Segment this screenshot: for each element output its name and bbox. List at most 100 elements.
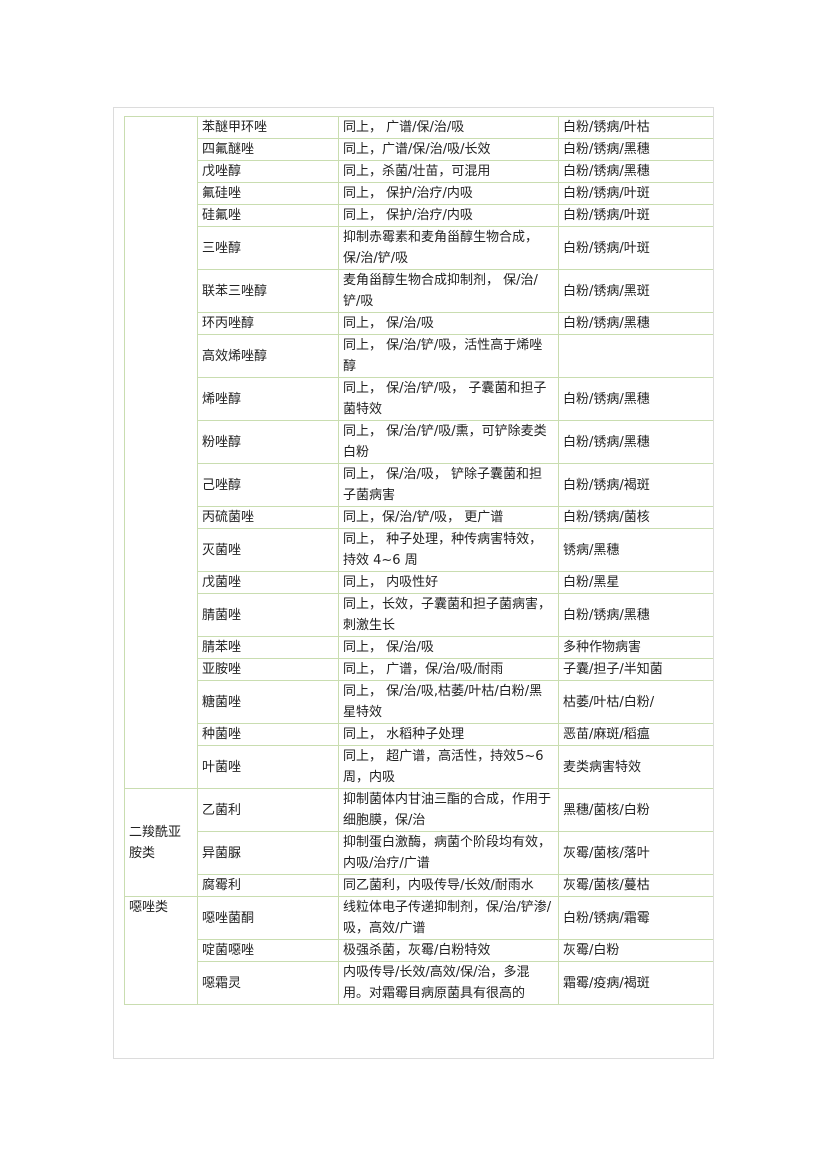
- description-cell: 同上， 超广谱，高活性，持效5~6周，内吸: [338, 745, 559, 789]
- name-cell: 高效烯唑醇: [197, 334, 339, 378]
- table-row: 叶菌唑 同上， 超广谱，高活性，持效5~6周，内吸 麦类病害特效: [125, 745, 713, 789]
- table-row: 灭菌唑 同上， 种子处理，种传病害特效，持效 4~6 周锈病/黑穗: [125, 528, 713, 572]
- target-cell: 白粉/锈病/黑斑: [558, 269, 713, 313]
- target-cell: 白粉/锈病/黑穗: [558, 138, 713, 161]
- name-cell: 灭菌唑: [197, 528, 339, 572]
- target-cell: 白粉/锈病/叶斑: [558, 226, 713, 270]
- name-cell: 氟硅唑: [197, 182, 339, 205]
- table-row: 联苯三唑醇 麦角甾醇生物合成抑制剂， 保/治/铲/吸 白粉/锈病/黑斑: [125, 269, 713, 313]
- description-cell: 同上， 保/治/吸: [338, 312, 559, 335]
- target-cell: 白粉/锈病/叶斑: [558, 182, 713, 205]
- name-cell: 戊菌唑: [197, 571, 339, 594]
- table-row: 丙硫菌唑 同上，保/治/铲/吸， 更广谱 白粉/锈病/菌核: [125, 506, 713, 529]
- name-cell: 戊唑醇: [197, 160, 339, 183]
- target-cell: 白粉/锈病/黑穗: [558, 420, 713, 464]
- name-cell: 噁霜灵: [197, 961, 339, 1005]
- target-cell: 黑穗/菌核/白粉: [558, 788, 713, 832]
- description-cell: 同上， 保/治/吸: [338, 636, 559, 659]
- name-cell: 联苯三唑醇: [197, 269, 339, 313]
- description-cell: 同上， 保/治/吸,枯萎/叶枯/白粉/黑星特效: [338, 680, 559, 724]
- description-cell: 抑制蛋白激酶，病菌个阶段均有效，内吸/治疗/广谱: [338, 831, 559, 875]
- table-row: 苯醚甲环唑 同上， 广谱/保/治/吸 白粉/锈病/叶枯: [124, 116, 713, 789]
- name-cell: 硅氟唑: [197, 204, 339, 227]
- name-cell: 腈苯唑: [197, 636, 339, 659]
- table: 苯醚甲环唑 同上， 广谱/保/治/吸 白粉/锈病/叶枯 四氟醚唑 同上，广谱/保/治/吸…: [124, 116, 713, 1005]
- table-row: 四氟醚唑 同上，广谱/保/治/吸/长效 白粉/锈病/黑穗: [125, 138, 713, 161]
- table-row: 粉唑醇 同上， 保/治/铲/吸/熏，可铲除麦类白粉 白粉/锈病/黑穗: [125, 420, 713, 464]
- description-cell: 同上， 保/治/铲/吸， 子囊菌和担子菌特效: [338, 377, 559, 421]
- target-cell: 白粉/锈病/菌核: [558, 506, 713, 529]
- description-cell: 同上， 广谱/保/治/吸: [338, 116, 559, 139]
- target-cell: 白粉/锈病/叶枯: [558, 116, 713, 139]
- description-cell: 同上， 保/治/吸， 铲除子囊菌和担子菌病害: [338, 463, 559, 507]
- name-cell: 腐霉利: [197, 874, 339, 897]
- name-cell: 叶菌唑: [197, 745, 339, 789]
- name-cell: 糖菌唑: [197, 680, 339, 724]
- table-row: 噁霜灵 内吸传导/长效/高效/保/治，多混用。对霜霉目病原菌具有很高的 霜霉/疫病/…: [125, 961, 713, 1005]
- name-cell: 乙菌利: [197, 788, 339, 832]
- name-cell: 噁唑菌酮: [197, 896, 339, 940]
- description-cell: 同上， 内吸性好: [338, 571, 559, 594]
- table-row: 异菌脲 抑制蛋白激酶，病菌个阶段均有效，内吸/治疗/广谱 灰霉/菌核/落叶: [125, 831, 713, 875]
- name-cell: 三唑醇: [197, 226, 339, 270]
- description-cell: 内吸传导/长效/高效/保/治，多混用。对霜霉目病原菌具有很高的: [338, 961, 559, 1005]
- table-row: 亚胺唑 同上， 广谱，保/治/吸/耐雨 子囊/担子/半知菌: [125, 658, 713, 681]
- target-cell: 白粉/锈病/霜霉: [558, 896, 713, 940]
- table-row: 腈苯唑 同上， 保/治/吸 多种作物病害: [125, 636, 713, 659]
- description-cell: 线粒体电子传递抑制剂，保/治/铲渗/吸，高效/广谱: [338, 896, 559, 940]
- target-cell: 霜霉/疫病/褐斑: [558, 961, 713, 1005]
- description-cell: 麦角甾醇生物合成抑制剂， 保/治/铲/吸: [338, 269, 559, 313]
- name-cell: 烯唑醇: [197, 377, 339, 421]
- target-cell: 多种作物病害: [558, 636, 713, 659]
- target-cell: 灰霉/菌核/蔓枯: [558, 874, 713, 897]
- table-row: 硅氟唑 同上， 保护/治疗/内吸 白粉/锈病/叶斑: [125, 204, 713, 227]
- target-cell: 白粉/锈病/黑穗: [558, 377, 713, 421]
- table-row: 三唑醇 抑制赤霉素和麦角甾醇生物合成，保/治/铲/吸 白粉/锈病/叶斑: [125, 226, 713, 270]
- target-cell: 白粉/黑星: [558, 571, 713, 594]
- target-cell: 锈病/黑穗: [558, 528, 713, 572]
- name-cell: 四氟醚唑: [197, 138, 339, 161]
- target-cell: 白粉/锈病/黑穗: [558, 312, 713, 335]
- table-row: 种菌唑 同上， 水稻种子处理 恶苗/麻斑/稻瘟: [125, 723, 713, 746]
- table-row: 烯唑醇 同上， 保/治/铲/吸， 子囊菌和担子菌特效 白粉/锈病/黑穗: [125, 377, 713, 421]
- description-cell: 同上，杀菌/壮苗，可混用: [338, 160, 559, 183]
- description-cell: 同上，广谱/保/治/吸/长效: [338, 138, 559, 161]
- table-row: 环丙唑醇 同上， 保/治/吸 白粉/锈病/黑穗: [125, 312, 713, 335]
- name-cell: 腈菌唑: [197, 593, 339, 637]
- target-cell: 恶苗/麻斑/稻瘟: [558, 723, 713, 746]
- name-cell: 异菌脲: [197, 831, 339, 875]
- description-cell: 同上， 保护/治疗/内吸: [338, 204, 559, 227]
- target-cell: 灰霉/菌核/落叶: [558, 831, 713, 875]
- description-cell: 极强杀菌，灰霉/白粉特效: [338, 939, 559, 962]
- description-cell: 抑制赤霉素和麦角甾醇生物合成，保/治/铲/吸: [338, 226, 559, 270]
- description-cell: 同上， 保/治/铲/吸/熏，可铲除麦类白粉: [338, 420, 559, 464]
- name-cell: 丙硫菌唑: [197, 506, 339, 529]
- target-cell: 灰霉/白粉: [558, 939, 713, 962]
- table-body: 苯醚甲环唑 同上， 广谱/保/治/吸 白粉/锈病/叶枯 四氟醚唑 同上，广谱/保/治/吸…: [124, 116, 713, 1005]
- name-cell: 己唑醇: [197, 463, 339, 507]
- table-row: 氟硅唑 同上， 保护/治疗/内吸 白粉/锈病/叶斑: [125, 182, 713, 205]
- table-row: 腈菌唑 同上，长效，子囊菌和担子菌病害，刺激生长 白粉/锈病/黑穗: [125, 593, 713, 637]
- target-cell: 白粉/锈病/黑穗: [558, 160, 713, 183]
- table-row: 啶菌噁唑 极强杀菌，灰霉/白粉特效 灰霉/白粉: [125, 939, 713, 962]
- table-row: 己唑醇 同上， 保/治/吸， 铲除子囊菌和担子菌病害 白粉/锈病/褐斑: [125, 463, 713, 507]
- name-cell: 啶菌噁唑: [197, 939, 339, 962]
- description-cell: 同上， 种子处理，种传病害特效，持效 4~6 周: [338, 528, 559, 572]
- name-cell: 苯醚甲环唑: [197, 116, 339, 139]
- name-cell: 粉唑醇: [197, 420, 339, 464]
- description-cell: 同上， 保/治/铲/吸，活性高于烯唑醇: [338, 334, 559, 378]
- table-row: 腐霉利 同乙菌利，内吸传导/长效/耐雨水 灰霉/菌核/蔓枯: [125, 874, 713, 897]
- group-label: 噁唑类: [124, 896, 198, 1005]
- description-cell: 同乙菌利，内吸传导/长效/耐雨水: [338, 874, 559, 897]
- target-cell: [558, 334, 713, 378]
- description-cell: 同上， 广谱，保/治/吸/耐雨: [338, 658, 559, 681]
- table-row: 噁唑类 噁唑菌酮 线粒体电子传递抑制剂，保/治/铲渗/吸，高效/广谱 白粉/锈病/霜霉: [124, 896, 713, 1005]
- name-cell: 种菌唑: [197, 723, 339, 746]
- group-label: 二羧酰亚胺类: [124, 788, 198, 897]
- group-label: [124, 116, 198, 789]
- description-cell: 同上，长效，子囊菌和担子菌病害，刺激生长: [338, 593, 559, 637]
- name-cell: 环丙唑醇: [197, 312, 339, 335]
- table-row: 糖菌唑 同上， 保/治/吸,枯萎/叶枯/白粉/黑星特效 枯萎/叶枯/白粉/: [125, 680, 713, 724]
- target-cell: 麦类病害特效: [558, 745, 713, 789]
